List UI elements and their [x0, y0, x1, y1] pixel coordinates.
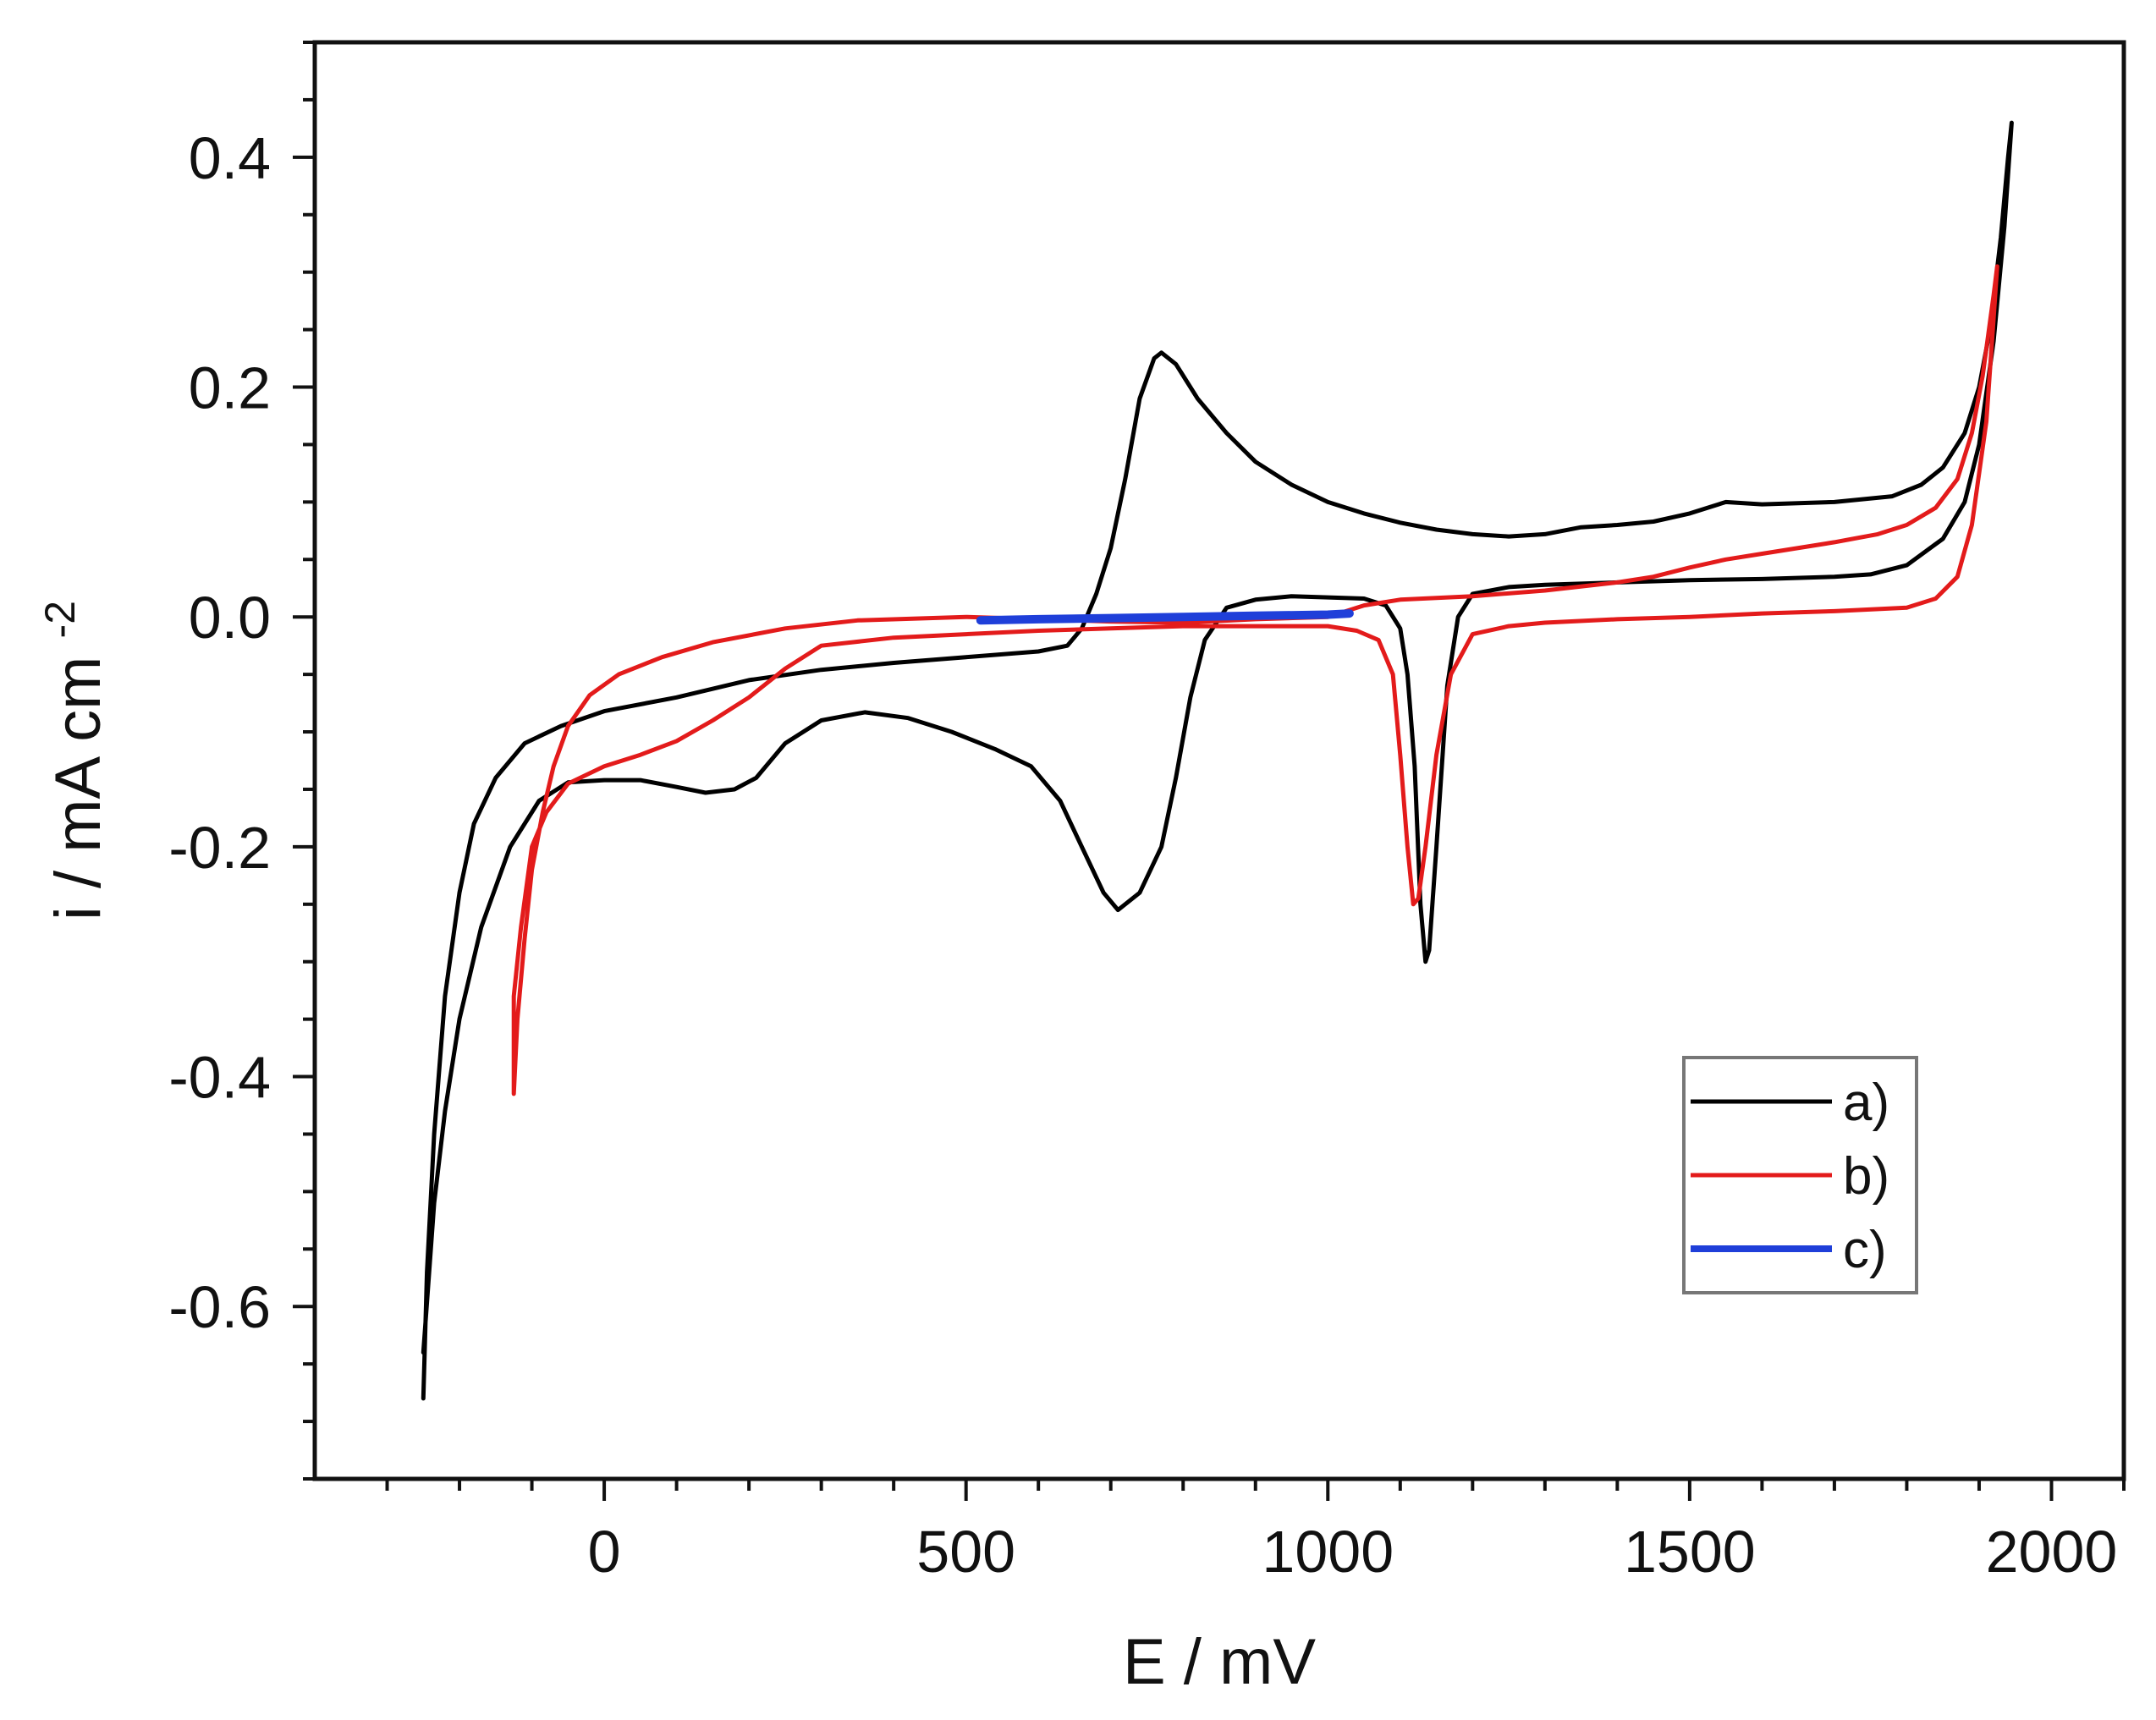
- y-tick-label: 0.4: [189, 125, 271, 191]
- y-tick-label: -0.4: [168, 1045, 271, 1111]
- y-tick-label: -0.2: [168, 815, 271, 881]
- legend-label: a): [1843, 1074, 1889, 1132]
- x-tick-label: 2000: [1986, 1519, 2118, 1585]
- y-axis-title-main: i / mA cm: [42, 657, 114, 920]
- x-tick-label: 1500: [1624, 1519, 1756, 1585]
- legend-label: c): [1843, 1221, 1887, 1279]
- series-line-b: [511, 264, 1999, 1096]
- y-tick-label: -0.6: [168, 1274, 271, 1340]
- x-tick-label: 1000: [1262, 1519, 1394, 1585]
- y-tick-label: 0.2: [189, 355, 271, 421]
- y-axis-title-superscript: -2: [36, 601, 84, 638]
- series-line-c: [976, 609, 1354, 625]
- plot-layer: [421, 120, 2014, 1401]
- axis-layer: 0 500 1000 1500 2000 -0.6 -0.4 -0.2 0.0 0.2 0.4: [168, 40, 2126, 1585]
- x-axis-title: E / mV: [1123, 1626, 1316, 1698]
- y-axis-title: i / mA cm -2: [36, 601, 114, 920]
- legend-label: b): [1843, 1147, 1889, 1206]
- x-tick-label: 0: [588, 1519, 621, 1585]
- y-tick-label: 0.0: [189, 585, 271, 651]
- legend: a) b) c): [1682, 1056, 1918, 1294]
- plot-frame: [312, 40, 2126, 1481]
- x-tick-label: 500: [916, 1519, 1015, 1585]
- series-line-a: [421, 120, 2014, 1401]
